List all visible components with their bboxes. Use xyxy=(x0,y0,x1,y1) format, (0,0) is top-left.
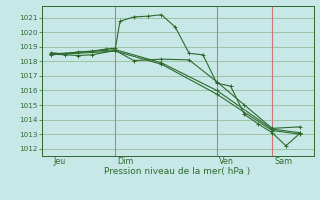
X-axis label: Pression niveau de la mer( hPa ): Pression niveau de la mer( hPa ) xyxy=(104,167,251,176)
Text: Jeu: Jeu xyxy=(53,157,65,166)
Text: Sam: Sam xyxy=(275,157,292,166)
Text: Dim: Dim xyxy=(118,157,134,166)
Text: Ven: Ven xyxy=(219,157,234,166)
